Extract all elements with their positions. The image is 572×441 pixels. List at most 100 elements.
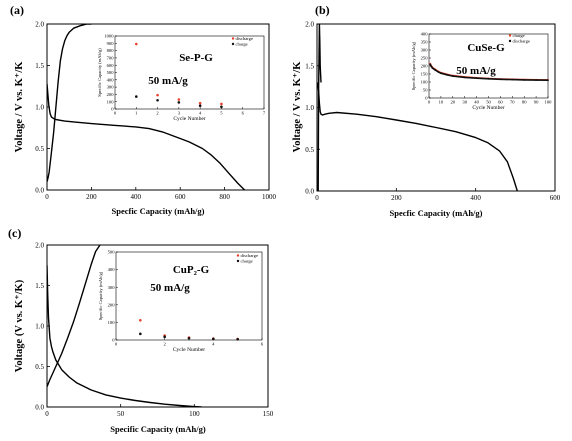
inset-y-tick-label: 400 <box>108 267 116 272</box>
inset-x-tick-label: 6 <box>261 342 264 347</box>
inset-charge-point <box>198 104 202 108</box>
panel-label: (c) <box>8 226 21 240</box>
y-tick-label: 0.0 <box>35 187 44 195</box>
inset-x-axis-label: Cycle Number <box>472 105 504 111</box>
inset-y-tick-label: 1000 <box>104 34 114 39</box>
y-tick-label: 1.5 <box>35 62 44 70</box>
inset-y-tick-label: 500 <box>108 250 116 255</box>
x-tick-label: 800 <box>219 193 230 201</box>
inset-y-tick-label: 200 <box>421 64 429 69</box>
inset-x-tick-label: 4 <box>212 342 215 347</box>
inset-discharge-point <box>440 72 442 75</box>
inset-y-axis-label: Specific Capacity (mAh/g) <box>98 271 103 320</box>
panel-label: (a) <box>10 3 24 17</box>
inset-x-axis-label: Cycle Number <box>173 347 205 353</box>
inset-discharge-point <box>523 79 526 81</box>
inset-discharge-point <box>220 102 223 106</box>
legend-entry: charge <box>236 42 248 47</box>
charge-curve <box>47 24 92 182</box>
inset-x-tick-label: 60 <box>498 100 503 105</box>
inset-y-tick-label: 0 <box>111 107 114 112</box>
inset-x-tick-label: 1 <box>135 111 138 116</box>
inset-x-tick-label: 0 <box>428 100 431 105</box>
rate-annotation: 50 mA/g <box>456 65 496 77</box>
inset-x-tick-label: 0 <box>115 342 118 347</box>
inset-y-tick-label: 100 <box>108 320 116 325</box>
inset-x-tick-label: 100 <box>545 100 553 105</box>
x-tick-label: 1000 <box>262 193 277 201</box>
inset-y-tick-label: 700 <box>107 56 115 61</box>
legend-entry: charge <box>241 259 253 264</box>
plot-frame <box>46 244 269 408</box>
panel-label: (b) <box>315 3 330 17</box>
inset-x-tick-label: 4 <box>199 111 202 116</box>
y-tick-label: 1.0 <box>305 104 314 112</box>
x-tick-label: 200 <box>391 194 402 202</box>
inset-y-tick-label: 150 <box>421 72 429 77</box>
inset-charge-point <box>134 95 138 98</box>
y-axis-label: Voltage (V vs. K⁺/K) <box>14 279 25 372</box>
inset-x-tick-label: 3 <box>178 111 181 116</box>
inset-x-tick-label: 6 <box>242 111 245 116</box>
x-tick-label: 600 <box>175 193 186 201</box>
inset-y-tick-label: 900 <box>107 41 115 46</box>
y-tick-label: 0.5 <box>35 145 44 153</box>
x-tick-label: 150 <box>263 410 274 418</box>
spike-curve <box>317 24 322 191</box>
inset-discharge-point <box>198 101 202 105</box>
legend-marker <box>236 254 240 257</box>
y-tick-label: 1.0 <box>35 323 44 331</box>
y-tick-label: 2.0 <box>35 21 44 29</box>
x-tick-label: 0 <box>45 410 49 418</box>
inset-discharge-point <box>437 71 440 73</box>
inset-charge-point <box>187 336 191 340</box>
inset-y-tick-label: 800 <box>107 48 115 53</box>
inset-y-tick-label: 0 <box>112 338 115 343</box>
inset-charge-point <box>156 98 159 102</box>
inset-discharge-point <box>445 73 448 76</box>
inset-frame <box>114 35 265 110</box>
y-tick-label: 1.5 <box>35 282 44 290</box>
material-annotation: Se-P-G <box>179 52 213 64</box>
inset-y-tick-label: 0 <box>425 96 428 101</box>
x-tick-label: 400 <box>131 193 142 201</box>
inset-y-tick-label: 50 <box>423 88 428 93</box>
inset-y-tick-label: 300 <box>421 48 429 53</box>
inset-x-tick-label: 80 <box>522 100 527 105</box>
inset-charge-point <box>220 105 223 109</box>
inset-discharge-point <box>134 42 138 46</box>
legend-entry: charge <box>513 33 525 38</box>
inset-x-tick-label: 90 <box>534 100 539 105</box>
inset-x-axis-label: Cycle Number <box>173 116 205 122</box>
inset-discharge-trace <box>429 64 549 81</box>
inset-x-tick-label: 10 <box>439 100 444 105</box>
inset-frame <box>115 251 263 341</box>
inset-discharge-point <box>487 77 490 80</box>
x-axis-label: Specfic Capacity (mAh/g) <box>111 206 204 216</box>
inset-y-tick-label: 100 <box>107 99 115 104</box>
inset-y-tick-label: 200 <box>107 92 115 97</box>
y-tick-label: 0.0 <box>305 188 314 196</box>
inset-y-tick-label: 400 <box>421 32 429 37</box>
inset-charge-point <box>177 101 181 104</box>
inset-discharge-point <box>547 79 549 82</box>
x-tick-label: 200 <box>86 193 97 201</box>
y-tick-label: 0.5 <box>35 363 44 371</box>
inset-x-tick-label: 30 <box>462 100 467 105</box>
inset-discharge-point <box>434 68 436 71</box>
y-axis-label: Voltage / V vs. K⁺/K <box>14 61 25 153</box>
inset-x-tick-label: 20 <box>451 100 456 105</box>
legend-marker <box>231 37 235 40</box>
inset-discharge-point <box>475 77 478 80</box>
plot-frame <box>46 23 270 191</box>
inset-x-tick-label: 7 <box>263 111 266 116</box>
x-tick-label: 100 <box>189 410 200 418</box>
legend-entry: discharge <box>513 39 531 44</box>
rate-annotation: 50 mA/g <box>150 282 190 294</box>
discharge-curve <box>47 265 202 407</box>
y-tick-label: 1.0 <box>35 104 44 112</box>
inset-x-tick-label: 2 <box>156 111 159 116</box>
inset-y-axis-label: Specific Capacity (mAh/g) <box>97 48 102 97</box>
x-axis-label: Specific Capacity (mAh/g) <box>110 424 206 434</box>
legend-entry: discharge <box>236 36 254 41</box>
